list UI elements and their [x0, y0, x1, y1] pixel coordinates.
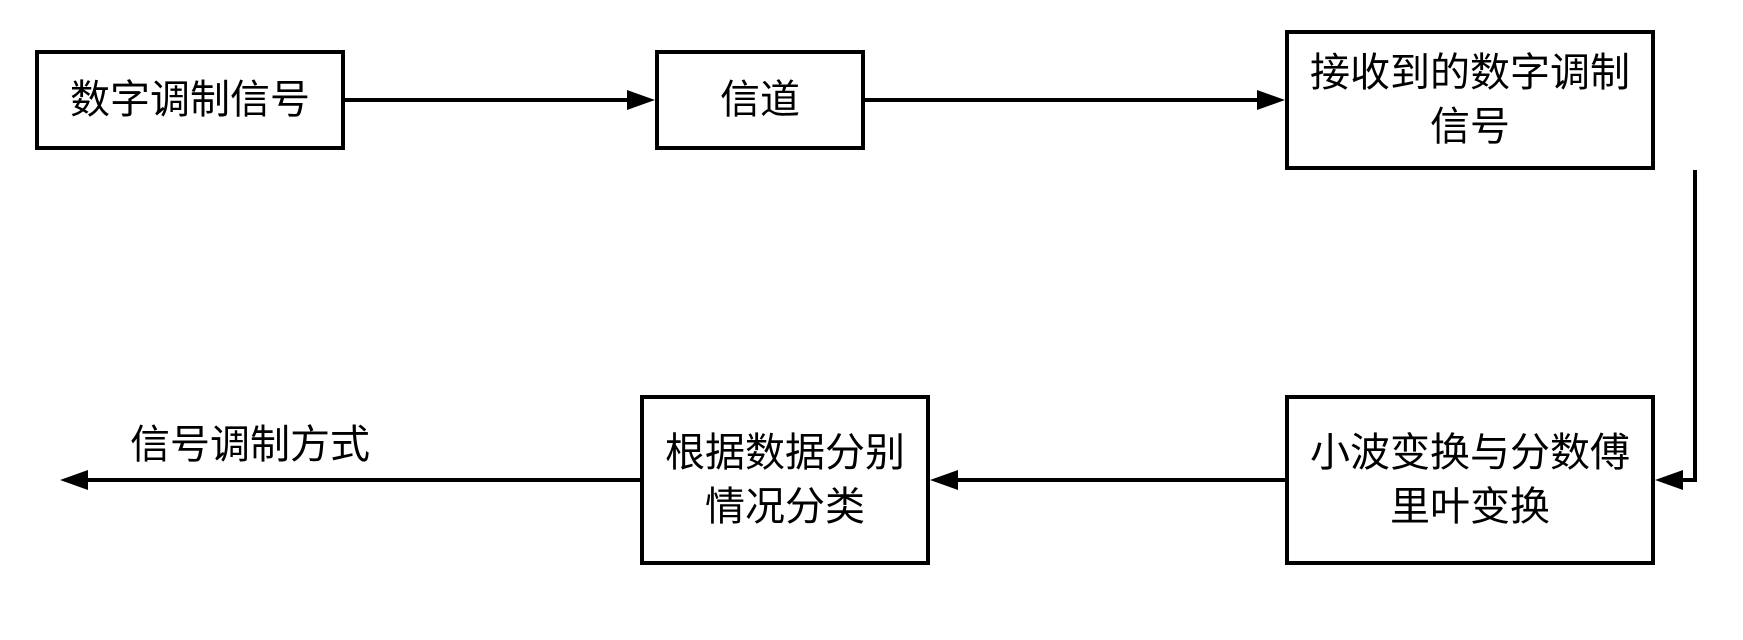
node-wavelet-frft: 小波变换与分数傅里叶变换 — [1285, 395, 1655, 565]
node-channel: 信道 — [655, 50, 865, 150]
node-label: 小波变换与分数傅里叶变换 — [1299, 426, 1641, 534]
node-label: 信道 — [720, 73, 800, 127]
node-label: 根据数据分别情况分类 — [654, 426, 916, 534]
output-label-text: 信号调制方式 — [130, 422, 370, 467]
node-label: 数字调制信号 — [70, 73, 310, 127]
output-label: 信号调制方式 — [130, 412, 370, 470]
node-received-signal: 接收到的数字调制信号 — [1285, 30, 1655, 170]
node-label: 接收到的数字调制信号 — [1299, 46, 1641, 154]
node-classify: 根据数据分别情况分类 — [640, 395, 930, 565]
node-digital-mod-signal: 数字调制信号 — [35, 50, 345, 150]
